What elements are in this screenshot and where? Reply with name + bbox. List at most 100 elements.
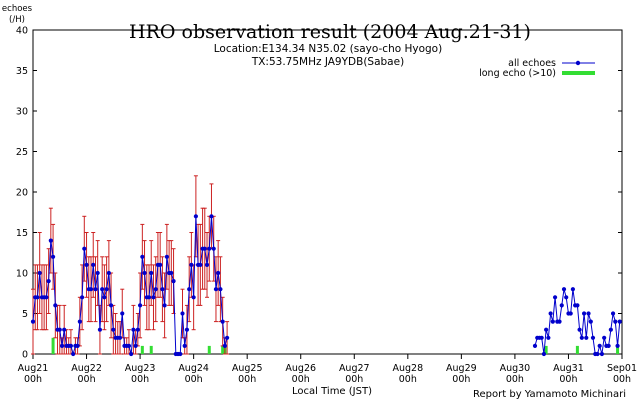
x-tick-sublabel-3: 00h xyxy=(185,374,203,385)
x-tick-sublabel-10: 00h xyxy=(559,374,577,385)
data-point-96 xyxy=(550,319,555,324)
data-point-110 xyxy=(581,311,587,316)
data-point-63 xyxy=(171,279,176,284)
data-point-92 xyxy=(541,351,547,357)
data-point-27 xyxy=(91,262,96,267)
data-point-17 xyxy=(68,343,74,348)
data-point-126 xyxy=(617,319,622,324)
data-point-34 xyxy=(106,270,111,276)
data-point-73 xyxy=(193,214,198,219)
data-point-119 xyxy=(602,335,607,340)
x-tick-label-7: Aug28 xyxy=(392,363,423,374)
data-point-86 xyxy=(222,343,227,348)
data-point-69 xyxy=(184,327,190,332)
data-point-26 xyxy=(88,287,94,292)
data-point-125 xyxy=(615,343,620,348)
y-tick-label-2: 10 xyxy=(16,269,28,280)
y-tick-label-3: 15 xyxy=(16,228,28,239)
data-point-100 xyxy=(559,303,564,308)
data-point-81 xyxy=(211,246,216,251)
data-point-33 xyxy=(104,287,109,292)
data-point-80 xyxy=(209,214,214,219)
data-point-20 xyxy=(75,343,80,348)
legend-label-long-echo: long echo (>10) xyxy=(479,68,556,79)
all-echoes-points xyxy=(30,214,622,357)
y-tick-label-6: 30 xyxy=(16,107,28,118)
data-point-29 xyxy=(95,270,100,276)
y-tick-label-8: 40 xyxy=(16,26,28,37)
y-tick-label-4: 20 xyxy=(16,188,28,199)
data-point-53 xyxy=(149,270,154,276)
data-point-67 xyxy=(180,311,185,316)
data-point-18 xyxy=(71,351,76,357)
data-point-12 xyxy=(57,327,62,332)
data-point-59 xyxy=(162,303,167,308)
data-point-32 xyxy=(102,295,107,300)
data-point-28 xyxy=(93,287,98,292)
data-point-31 xyxy=(100,287,105,292)
data-point-109 xyxy=(579,335,584,340)
data-point-112 xyxy=(586,311,591,316)
data-point-54 xyxy=(151,295,156,300)
chart-subtitle-line-2: TX:53.75MHz JA9YDB(Sabae) xyxy=(251,56,404,68)
data-point-117 xyxy=(597,343,602,348)
data-point-85 xyxy=(220,319,225,324)
x-tick-sublabel-5: 00h xyxy=(292,374,310,385)
x-tick-label-1: Aug22 xyxy=(71,363,102,374)
legend-swatch-all-echoes-point xyxy=(575,60,581,66)
data-point-104 xyxy=(568,311,573,316)
legend: all echoes long echo (>10) xyxy=(479,58,595,79)
x-tick-label-3: Aug24 xyxy=(178,363,209,374)
data-point-22 xyxy=(80,295,85,300)
data-point-13 xyxy=(59,343,65,348)
data-point-82 xyxy=(213,287,219,292)
data-point-72 xyxy=(191,295,196,300)
data-point-102 xyxy=(564,295,569,300)
x-tick-sublabel-9: 00h xyxy=(506,374,524,385)
data-point-118 xyxy=(599,351,605,357)
y-tick-label-7: 35 xyxy=(16,66,28,77)
data-point-7 xyxy=(46,279,51,284)
x-tick-label-0: Aug21 xyxy=(18,363,49,374)
x-tick-sublabel-11: 00h xyxy=(613,374,631,385)
x-tick-sublabel-2: 00h xyxy=(131,374,149,385)
data-point-124 xyxy=(613,319,618,324)
data-point-91 xyxy=(539,335,544,340)
data-point-114 xyxy=(590,335,596,340)
data-point-55 xyxy=(153,287,158,292)
data-point-93 xyxy=(544,327,549,332)
data-point-68 xyxy=(182,343,187,348)
data-point-84 xyxy=(218,287,223,292)
data-point-6 xyxy=(44,295,49,300)
x-tick-sublabel-6: 00h xyxy=(345,374,363,385)
x-tick-sublabel-0: 00h xyxy=(24,374,42,385)
data-point-45 xyxy=(131,327,136,332)
x-tick-sublabel-8: 00h xyxy=(452,374,470,385)
y-tick-label-5: 25 xyxy=(16,147,28,158)
data-point-35 xyxy=(108,303,114,308)
x-tick-label-4: Aug25 xyxy=(232,363,263,374)
data-point-101 xyxy=(561,287,567,292)
data-point-87 xyxy=(225,335,230,340)
data-point-105 xyxy=(570,287,575,292)
data-point-107 xyxy=(575,303,580,308)
data-point-9 xyxy=(50,254,56,259)
data-point-49 xyxy=(140,254,145,259)
data-point-46 xyxy=(133,343,138,348)
data-point-57 xyxy=(158,262,163,267)
data-point-108 xyxy=(577,327,582,332)
data-point-52 xyxy=(146,295,152,300)
legend-label-all-echoes: all echoes xyxy=(508,58,556,69)
data-point-94 xyxy=(546,335,551,340)
all-echoes-line-segment-0 xyxy=(32,216,228,356)
data-point-88 xyxy=(532,343,538,348)
data-point-58 xyxy=(160,287,165,292)
data-point-77 xyxy=(202,246,207,251)
data-point-83 xyxy=(216,270,221,276)
data-point-111 xyxy=(584,335,589,340)
x-tick-sublabel-7: 00h xyxy=(399,374,417,385)
data-point-62 xyxy=(169,270,174,276)
x-tick-label-9: Aug30 xyxy=(500,363,531,374)
data-point-14 xyxy=(62,327,67,332)
x-tick-sublabel-1: 00h xyxy=(77,374,95,385)
